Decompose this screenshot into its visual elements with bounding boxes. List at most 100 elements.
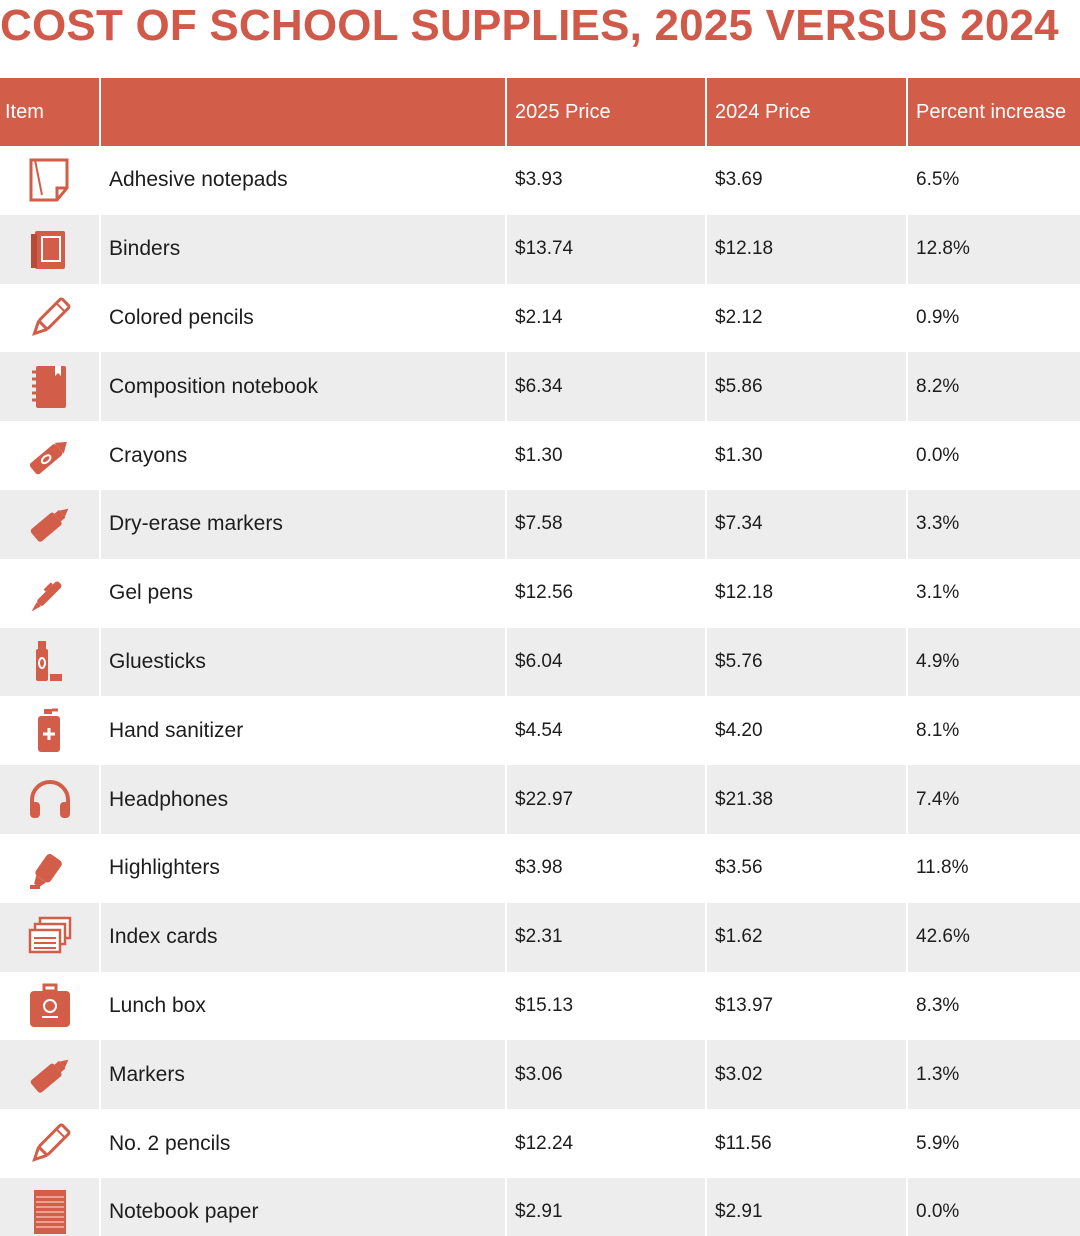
price-2024: $21.38: [706, 765, 908, 834]
headphones-icon: [24, 775, 76, 825]
price-2024: $5.76: [706, 627, 908, 697]
icon-cell: [0, 352, 101, 422]
header-price-2024: 2024 Price: [706, 78, 908, 146]
highlighter-icon: [24, 843, 76, 893]
percent-increase: 8.3%: [916, 994, 960, 1016]
item-name: Adhesive notepads: [100, 146, 507, 215]
icon-cell: [0, 971, 101, 1041]
item-name: Hand sanitizer: [100, 696, 507, 766]
percent-increase: 0.9%: [916, 306, 960, 328]
gluestick-icon: [24, 637, 76, 687]
percent-increase: 1.3%: [916, 1063, 960, 1085]
item-name: Dry-erase markers: [100, 489, 507, 559]
index-cards-icon: [24, 912, 76, 962]
sticky-note-icon: [24, 155, 76, 205]
marker-icon: [24, 1050, 76, 1100]
lunch-box-icon: [24, 981, 76, 1031]
percent-increase: 5.9%: [916, 1132, 960, 1154]
pencil-outline-icon: [24, 1119, 76, 1169]
table-row: Lunch box $15.13 $13.97 8.3%: [0, 971, 1080, 1041]
item-name: Binders: [100, 214, 507, 284]
percent-increase: 42.6%: [916, 926, 970, 948]
price-2024: $3.69: [706, 146, 908, 215]
item-name: No. 2 pencils: [100, 1109, 507, 1178]
table-row: Crayons $1.30 $1.30 0.0%: [0, 421, 1080, 490]
table-row: Dry-erase markers $7.58 $7.34 3.3%: [0, 489, 1080, 559]
percent-increase: 12.8%: [916, 238, 970, 260]
price-2024: $7.34: [706, 489, 908, 559]
item-name: Index cards: [100, 902, 507, 972]
percent-increase: 3.3%: [916, 513, 960, 535]
price-2025: $2.31: [506, 902, 707, 972]
supplies-table: Item 2025 Price 2024 Price Percent incre…: [0, 78, 1080, 1236]
item-name: Headphones: [100, 765, 507, 834]
table-row: Notebook paper $2.91 $2.91 0.0%: [0, 1177, 1080, 1236]
price-2024: $5.86: [706, 352, 908, 422]
header-item: Item: [0, 78, 101, 146]
price-2024: $13.97: [706, 971, 908, 1041]
price-2024: $11.56: [706, 1109, 908, 1178]
price-2024: $2.12: [706, 283, 908, 353]
price-2025: $6.34: [506, 352, 707, 422]
icon-cell: [0, 146, 101, 215]
icon-cell: [0, 283, 101, 353]
table-header-row: Item 2025 Price 2024 Price Percent incre…: [0, 78, 1080, 146]
pen-icon: [24, 568, 76, 618]
price-2025: $3.98: [506, 833, 707, 903]
percent-increase: 11.8%: [916, 857, 969, 879]
icon-cell: [0, 214, 101, 284]
price-2024: $2.91: [706, 1177, 908, 1236]
icon-cell: [0, 558, 101, 628]
table-row: Index cards $2.31 $1.62 42.6%: [0, 902, 1080, 972]
price-2025: $1.30: [506, 421, 707, 490]
price-2024: $12.18: [706, 214, 908, 284]
percent-increase: 7.4%: [916, 788, 960, 810]
pencil-outline-icon: [24, 293, 76, 343]
crayon-icon: [24, 431, 76, 481]
table-row: No. 2 pencils $12.24 $11.56 5.9%: [0, 1109, 1080, 1178]
header-price-2025: 2025 Price: [506, 78, 707, 146]
icon-cell: [0, 765, 101, 834]
icon-cell: [0, 1109, 101, 1178]
item-name: Lunch box: [100, 971, 507, 1041]
icon-cell: [0, 1177, 101, 1236]
price-2025: $22.97: [506, 765, 707, 834]
item-name: Composition notebook: [100, 352, 507, 422]
table-row: Colored pencils $2.14 $2.12 0.9%: [0, 283, 1080, 353]
item-name: Markers: [100, 1040, 507, 1110]
percent-increase: 4.9%: [916, 650, 960, 672]
notebook-icon: [24, 362, 76, 412]
percent-increase: 0.0%: [916, 1201, 960, 1223]
sanitizer-icon: [24, 706, 76, 756]
item-name: Highlighters: [100, 833, 507, 903]
percent-increase: 0.0%: [916, 444, 960, 466]
table-row: Highlighters $3.98 $3.56 11.8%: [0, 833, 1080, 903]
table-row: Composition notebook $6.34 $5.86 8.2%: [0, 352, 1080, 422]
price-2025: $3.93: [506, 146, 707, 215]
price-2025: $15.13: [506, 971, 707, 1041]
item-name: Gluesticks: [100, 627, 507, 697]
table-row: Binders $13.74 $12.18 12.8%: [0, 214, 1080, 284]
price-2025: $4.54: [506, 696, 707, 766]
percent-increase: 8.2%: [916, 375, 960, 397]
item-name: Gel pens: [100, 558, 507, 628]
icon-cell: [0, 902, 101, 972]
percent-increase: 3.1%: [916, 582, 960, 604]
item-name: Colored pencils: [100, 283, 507, 353]
binder-icon: [24, 224, 76, 274]
notebook-paper-icon: [24, 1187, 76, 1236]
price-2024: $4.20: [706, 696, 908, 766]
price-2025: $6.04: [506, 627, 707, 697]
marker-icon: [24, 499, 76, 549]
table-row: Gluesticks $6.04 $5.76 4.9%: [0, 627, 1080, 697]
item-name: Notebook paper: [100, 1177, 507, 1236]
price-2025: $7.58: [506, 489, 707, 559]
item-name: Crayons: [100, 421, 507, 490]
header-percent-increase: Percent increase: [916, 100, 1067, 123]
header-name: [100, 78, 507, 146]
icon-cell: [0, 696, 101, 766]
price-2024: $1.62: [706, 902, 908, 972]
percent-increase: 8.1%: [916, 719, 960, 741]
price-2025: $2.91: [506, 1177, 707, 1236]
table-row: Gel pens $12.56 $12.18 3.1%: [0, 558, 1080, 628]
